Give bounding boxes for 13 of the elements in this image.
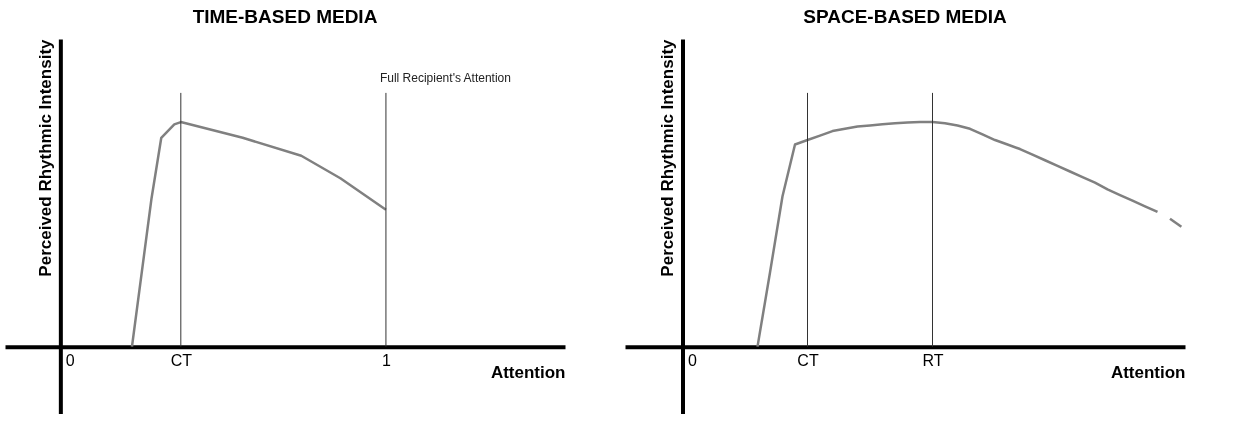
y-axis-title: Perceived Rhythmic Intensity bbox=[35, 38, 55, 277]
ref-line-label: Full Recipient's Attention bbox=[379, 70, 511, 85]
y-axis-title: Perceived Rhythmic Intensity bbox=[658, 38, 677, 277]
x-tick-label: 0 bbox=[65, 352, 75, 370]
chart-title: SPACE-BASED MEDIA bbox=[803, 6, 1007, 27]
x-tick-label: CT bbox=[797, 352, 819, 370]
x-axis-title: Attention bbox=[1110, 363, 1186, 383]
x-tick-label: 1 bbox=[381, 352, 391, 370]
x-tick-label: RT bbox=[922, 352, 944, 370]
x-tick-label: 0 bbox=[688, 352, 697, 370]
x-tick-label: CT bbox=[170, 352, 193, 370]
chart-title: TIME-BASED MEDIA bbox=[192, 6, 378, 27]
x-axis-title: Attention bbox=[490, 363, 566, 383]
